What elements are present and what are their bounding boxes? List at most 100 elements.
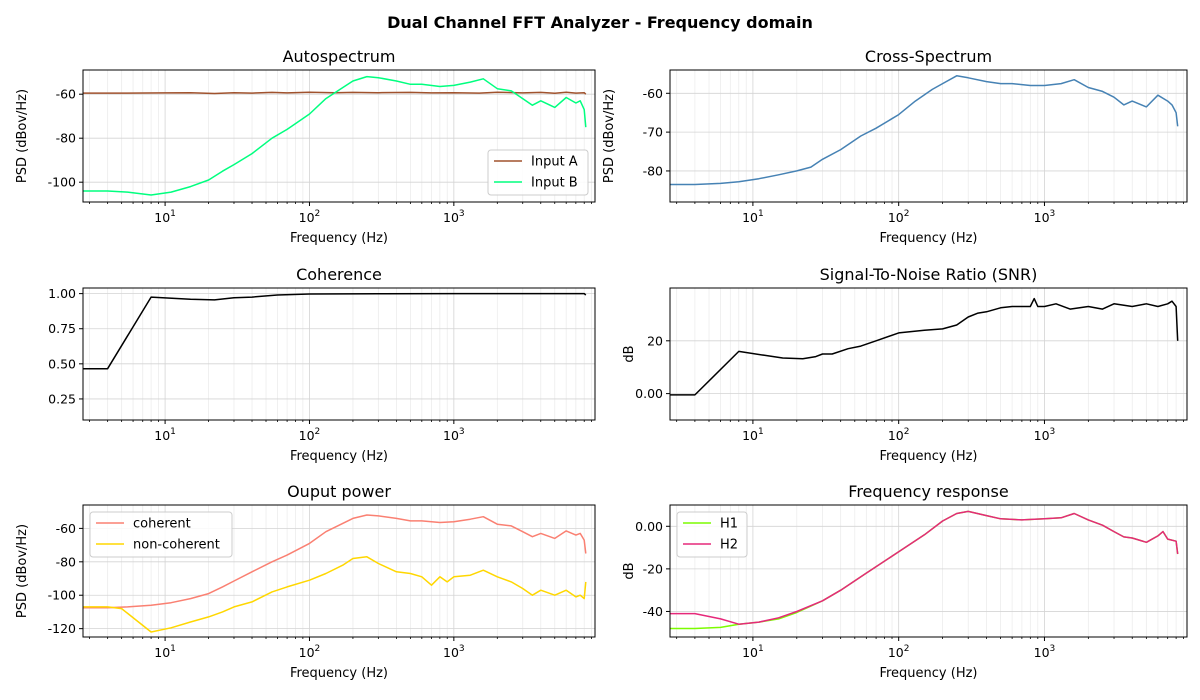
series-line-2 xyxy=(670,510,1179,625)
x-tick-exponent: 3 xyxy=(459,427,465,437)
y-axis-label: PSD (dBov/Hz) xyxy=(15,524,30,618)
grid xyxy=(670,288,1187,420)
x-axis-label: Frequency (Hz) xyxy=(879,666,977,681)
x-axis-label: Frequency (Hz) xyxy=(290,231,388,246)
x-tick-label: 102 xyxy=(299,427,321,443)
series-line-1 xyxy=(83,292,587,370)
x-tick-exponent: 1 xyxy=(170,644,176,654)
y-axis-label: dB xyxy=(622,562,637,579)
y-tick-label: -40 xyxy=(643,604,663,619)
y-tick-label: 0.25 xyxy=(48,391,76,406)
x-tick-label: 101 xyxy=(742,209,764,225)
x-tick-exponent: 1 xyxy=(170,209,176,219)
grid xyxy=(83,288,595,420)
x-tick-exponent: 2 xyxy=(904,209,910,219)
y-tick-label: -80 xyxy=(56,131,76,146)
panels: 101 102 103 -100 -80 -60 Autospectrum Frequency… xyxy=(15,47,1188,681)
series-line-1 xyxy=(83,91,587,95)
x-axis-label: Frequency (Hz) xyxy=(290,449,388,464)
x-axis-label: Frequency (Hz) xyxy=(290,666,388,681)
y-tick-label: 0.00 xyxy=(635,519,663,534)
legend-label: Input B xyxy=(531,176,578,191)
y-axis-label: PSD (dBov/Hz) xyxy=(15,89,30,183)
panel-1: 101 102 103 -100 -80 -60 Autospectrum Frequency… xyxy=(15,47,596,246)
y-tick-label: -100 xyxy=(48,175,76,190)
axes-frame xyxy=(669,69,1188,203)
x-tick-label: 101 xyxy=(154,209,176,225)
y-axis-label: dB xyxy=(622,345,637,362)
figure-title: Dual Channel FFT Analyzer - Frequency do… xyxy=(387,13,813,32)
panel-2: 101 102 103 -80 -70 -60 Cross-Spectrum Frequenc… xyxy=(602,47,1188,246)
panel-title: Signal-To-Noise Ratio (SNR) xyxy=(820,265,1038,284)
x-tick-exponent: 2 xyxy=(315,427,321,437)
y-tick-label: 20 xyxy=(647,333,663,348)
panel-title: Ouput power xyxy=(287,482,391,501)
x-axis-label: Frequency (Hz) xyxy=(879,449,977,464)
x-tick-exponent: 2 xyxy=(315,209,321,219)
y-tick-label: -60 xyxy=(643,86,663,101)
y-tick-label: -70 xyxy=(643,125,663,140)
grid xyxy=(670,70,1187,202)
x-tick-label: 103 xyxy=(443,209,465,225)
axes-frame xyxy=(669,504,1188,638)
series-line-1 xyxy=(670,75,1179,186)
x-tick-label: 103 xyxy=(1034,427,1056,443)
y-tick-label: 1.00 xyxy=(48,286,76,301)
x-tick-label: 103 xyxy=(1034,209,1056,225)
x-tick-exponent: 1 xyxy=(758,209,764,219)
x-tick-label: 103 xyxy=(1034,644,1056,660)
y-axis-label: PSD (dBov/Hz) xyxy=(602,89,617,183)
axes-frame xyxy=(82,287,596,421)
x-tick-label: 101 xyxy=(154,644,176,660)
x-tick-label: 102 xyxy=(888,427,910,443)
legend: Input A Input B xyxy=(487,149,589,196)
legend-label: coherent xyxy=(133,517,191,532)
x-tick-label: 101 xyxy=(742,427,764,443)
panel-title: Autospectrum xyxy=(283,47,396,66)
x-tick-label: 103 xyxy=(443,427,465,443)
grid xyxy=(670,505,1187,637)
panel-title: Frequency response xyxy=(848,482,1008,501)
series-line-1 xyxy=(83,514,587,609)
panel-3: 101 102 103 0.25 0.50 0.75 1.00 Coherence Freque… xyxy=(48,265,596,464)
y-tick-label: -100 xyxy=(48,588,76,603)
axes-frame xyxy=(669,287,1188,421)
x-tick-exponent: 2 xyxy=(315,644,321,654)
legend: coherent non-coherent xyxy=(89,511,233,558)
y-tick-label: 0.00 xyxy=(635,386,663,401)
y-tick-label: -80 xyxy=(643,163,663,178)
panel-4: 101 102 103 0.00 20 Signal-To-Noise Ratio (SN… xyxy=(622,265,1188,464)
x-tick-exponent: 3 xyxy=(459,209,465,219)
x-tick-exponent: 2 xyxy=(904,427,910,437)
x-tick-exponent: 2 xyxy=(904,644,910,654)
legend-label: non-coherent xyxy=(133,538,220,553)
x-tick-exponent: 3 xyxy=(459,644,465,654)
series-line-1 xyxy=(670,297,1179,396)
series-line-2 xyxy=(83,556,587,633)
x-tick-exponent: 1 xyxy=(758,427,764,437)
y-tick-label: -20 xyxy=(643,561,663,576)
series-line-2 xyxy=(83,75,587,196)
panel-6: 101 102 103 -40 -20 0.00 Frequency response Fre… xyxy=(622,482,1188,681)
legend-box xyxy=(89,511,233,558)
x-tick-exponent: 3 xyxy=(1050,209,1056,219)
x-tick-label: 101 xyxy=(742,644,764,660)
x-axis-label: Frequency (Hz) xyxy=(879,231,977,246)
x-tick-exponent: 1 xyxy=(758,644,764,654)
y-tick-label: 0.75 xyxy=(48,321,76,336)
x-tick-exponent: 3 xyxy=(1050,427,1056,437)
x-tick-exponent: 3 xyxy=(1050,644,1056,654)
panel-5: 101 102 103 -120 -100 -80 -60 Ouput power Freque… xyxy=(15,482,596,681)
x-tick-exponent: 1 xyxy=(170,427,176,437)
x-tick-label: 102 xyxy=(888,644,910,660)
legend-label: H2 xyxy=(720,538,738,553)
axes-frame xyxy=(82,69,596,203)
panel-title: Coherence xyxy=(296,265,382,284)
legend-label: H1 xyxy=(720,517,738,532)
x-tick-label: 102 xyxy=(888,209,910,225)
y-tick-label: -60 xyxy=(56,521,76,536)
x-tick-label: 103 xyxy=(443,644,465,660)
legend-label: Input A xyxy=(531,155,578,170)
